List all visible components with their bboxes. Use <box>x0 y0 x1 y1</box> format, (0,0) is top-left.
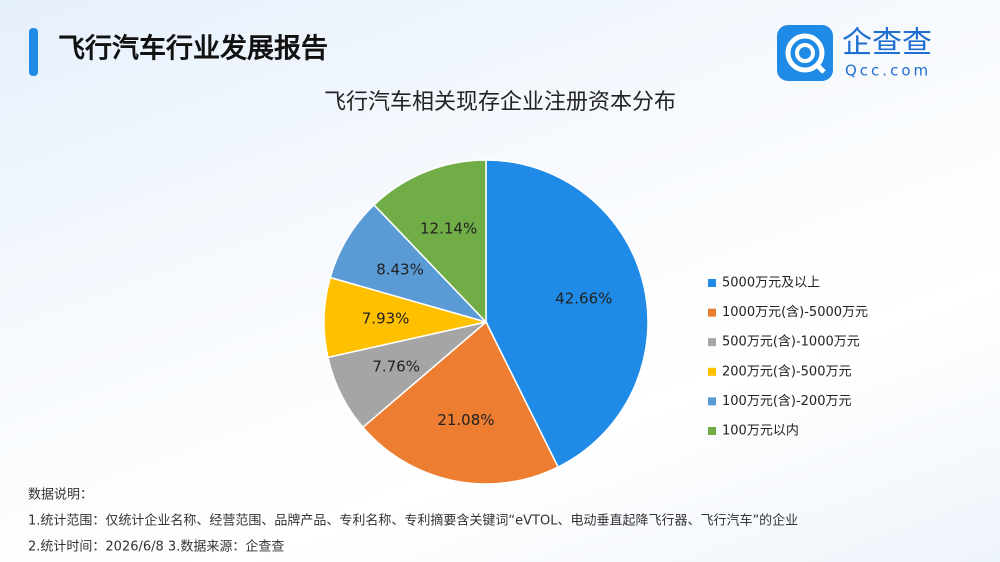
pie-slice <box>361 320 560 485</box>
legend-label: 1000万元(含)-5000万元 <box>722 304 868 320</box>
legend-swatch <box>708 367 716 376</box>
pie-slice <box>373 159 487 324</box>
report-title: 飞行汽车行业发展报告 <box>58 33 328 65</box>
chart-title: 飞行汽车相关现存企业注册资本分布 <box>324 90 676 115</box>
legend-label: 5000万元及以上 <box>722 276 820 291</box>
note-line: 1.统计范围：仅统计企业名称、经营范围、品牌产品、专利名称、专利摘要含关键词“e… <box>28 513 798 529</box>
data-label: 8.43% <box>376 261 424 279</box>
pie-slice <box>485 159 649 469</box>
legend-label: 100万元(含)-200万元 <box>722 393 851 409</box>
legend-swatch <box>708 427 716 435</box>
title-accent <box>29 28 38 76</box>
legend-swatch <box>708 308 716 317</box>
note-line: 2.统计时间：2026/6/8 3.数据来源：企查查 <box>28 539 284 555</box>
legend-swatch <box>708 397 716 406</box>
legend-label: 500万元(含)-1000万元 <box>722 334 860 350</box>
legend-label: 200万元(含)-500万元 <box>722 363 851 379</box>
data-label: 21.08% <box>437 411 494 429</box>
notes-heading: 数据说明： <box>28 488 93 503</box>
data-label: 12.14% <box>420 219 477 237</box>
legend-swatch <box>708 279 716 287</box>
data-label: 42.66% <box>555 290 612 308</box>
logo <box>777 25 833 81</box>
logo-domain: Qcc.com <box>845 62 931 80</box>
pie-slice <box>329 203 489 324</box>
data-label: 7.76% <box>372 357 420 375</box>
logo-text: 企查查 <box>842 26 932 61</box>
legend-swatch <box>708 338 716 347</box>
data-label: 7.93% <box>362 310 410 328</box>
legend-label: 100万元以内 <box>722 423 799 439</box>
